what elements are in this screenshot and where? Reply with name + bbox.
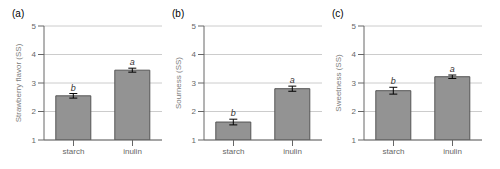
svg-text:3: 3 [32,79,37,88]
svg-text:b: b [231,108,236,118]
svg-text:a: a [130,57,135,67]
svg-text:3: 3 [192,79,197,88]
svg-text:starch: starch [223,147,245,156]
svg-text:Sweetness (SS): Sweetness (SS) [334,54,343,112]
svg-text:4: 4 [352,50,357,59]
svg-text:1: 1 [352,136,357,145]
svg-text:3: 3 [352,79,357,88]
html-text:(c): (c) [332,8,344,19]
svg-text:2: 2 [32,107,37,116]
svg-text:5: 5 [32,22,37,31]
svg-text:inulin: inulin [283,147,302,156]
svg-text:Sourness (SS): Sourness (SS) [174,57,183,109]
svg-text:inulin: inulin [123,147,142,156]
svg-text:Strawberry flavor (SS): Strawberry flavor (SS) [14,43,23,122]
svg-text:2: 2 [192,107,197,116]
svg-text:b: b [391,76,396,86]
svg-text:a: a [290,75,295,85]
svg-text:1: 1 [32,136,37,145]
svg-text:5: 5 [192,22,197,31]
svg-text:b: b [71,83,76,93]
svg-text:starch: starch [383,147,405,156]
svg-text:4: 4 [192,50,197,59]
svg-text:4: 4 [32,50,37,59]
svg-text:2: 2 [352,107,357,116]
html-text:(b): (b) [172,8,185,19]
svg-text:inulin: inulin [443,147,462,156]
svg-text:starch: starch [63,147,85,156]
svg-text:1: 1 [192,136,197,145]
html-text:(a): (a) [12,8,25,19]
svg-text:5: 5 [352,22,357,31]
svg-text:a: a [450,64,455,74]
